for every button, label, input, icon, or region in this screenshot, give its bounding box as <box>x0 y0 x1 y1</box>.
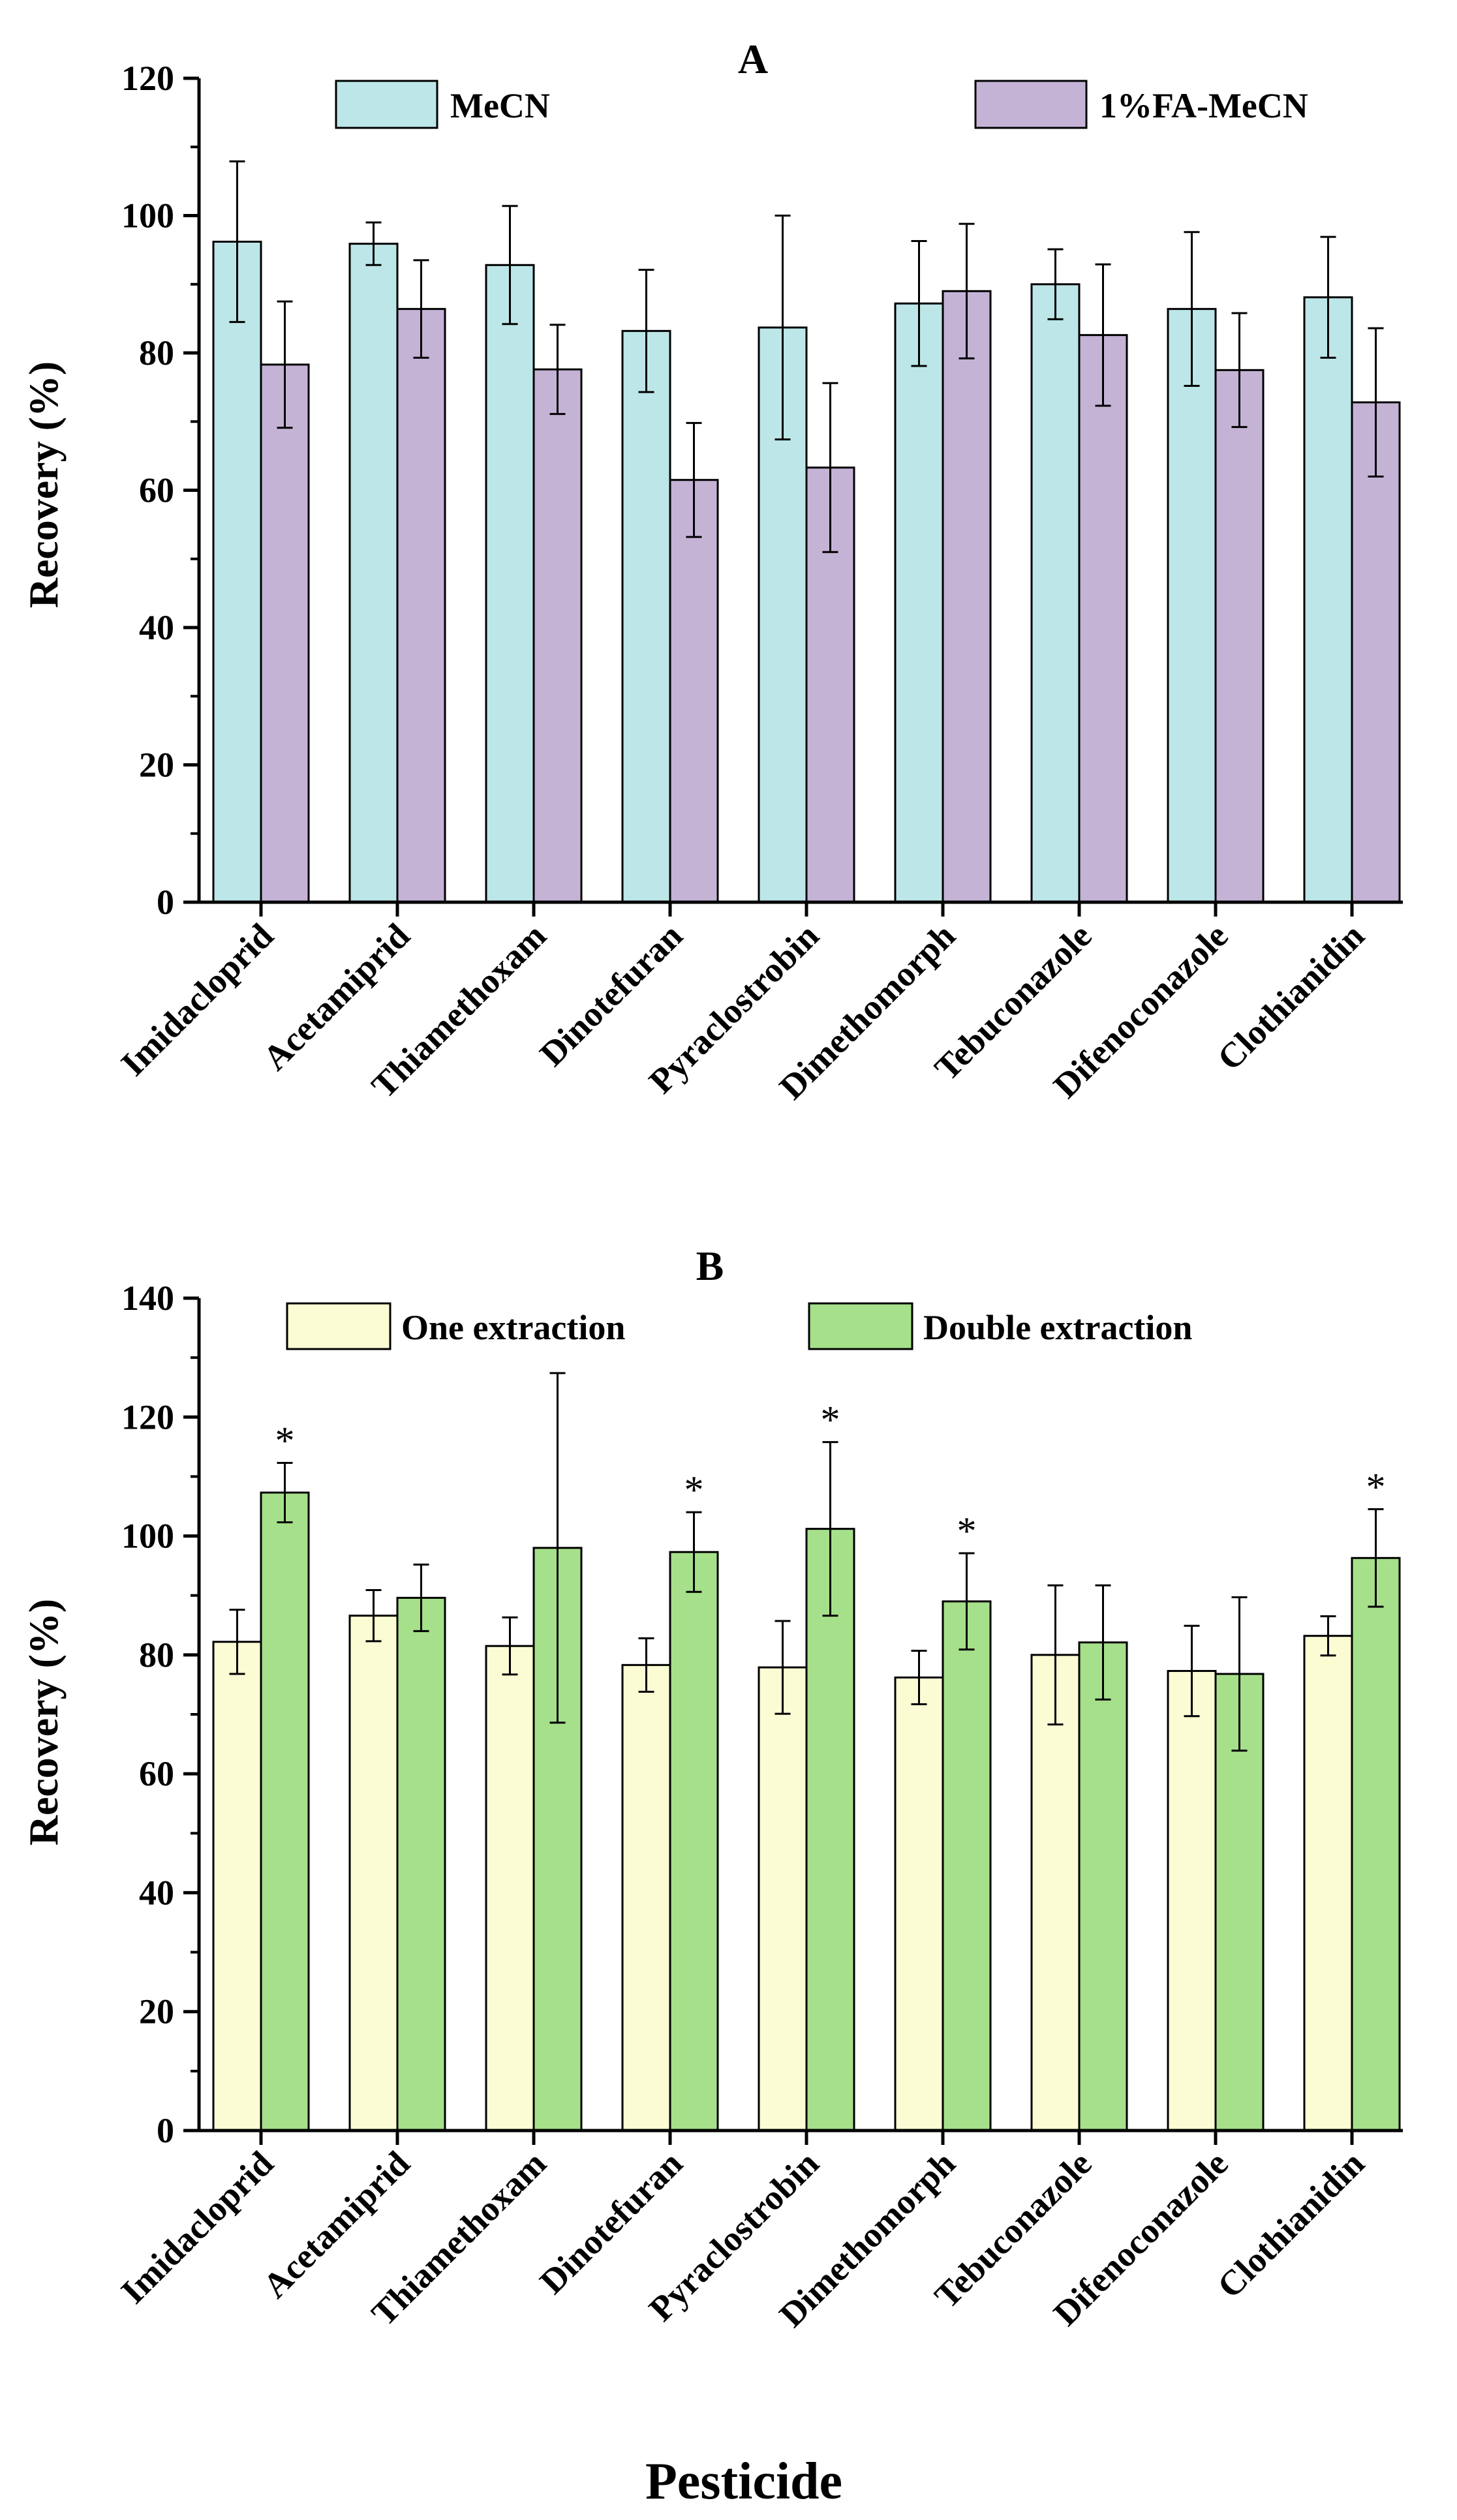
legend-label-one-extraction: One extraction <box>401 1308 625 1347</box>
significance-marker-dinotefuran: * <box>684 1468 704 1511</box>
y-tick-label: 60 <box>139 471 174 510</box>
bar-1-fa-mecn-thiamethoxam <box>532 368 583 903</box>
bar-mecn-clothianidin <box>1303 296 1353 903</box>
panel-b-chart: B Recovery (%) ***** 020406080100120140 … <box>20 1243 1403 2335</box>
y-tick-label: 80 <box>139 333 174 372</box>
x-category-label-imidacloprid: Imidacloprid <box>114 2144 281 2311</box>
bar-double-extraction-dinotefuran <box>669 1551 719 2132</box>
bar-one-extraction-imidacloprid <box>212 1641 262 2132</box>
y-tick-label: 20 <box>139 746 174 785</box>
bar-one-extraction-difenoconazole <box>1167 1669 1217 2132</box>
significance-marker-imidacloprid: * <box>275 1419 295 1462</box>
bar-double-extraction-acetamiprid <box>396 1596 446 2132</box>
y-tick-label: 100 <box>121 1517 174 1556</box>
bar-double-extraction-tebuconazole <box>1078 1641 1128 2132</box>
bar-one-extraction-pyraclostrobin <box>758 1666 808 2132</box>
y-tick-label: 120 <box>121 1397 174 1436</box>
legend-swatch-fa-mecn <box>974 80 1088 129</box>
y-tick-label: 100 <box>121 196 174 235</box>
panel-a-y-axis-title: Recovery (%) <box>20 361 67 608</box>
bar-one-extraction-tebuconazole <box>1030 1654 1081 2132</box>
bar-mecn-difenoconazole <box>1167 308 1217 903</box>
bar-one-extraction-acetamiprid <box>348 1615 399 2132</box>
bar-1-fa-mecn-difenoconazole <box>1214 369 1265 903</box>
bar-double-extraction-pyraclostrobin <box>805 1528 855 2132</box>
bar-mecn-acetamiprid <box>348 243 399 903</box>
legend-label-fa-mecn: 1%FA-MeCN <box>1099 86 1308 125</box>
bar-double-extraction-clothianidin <box>1351 1556 1401 2132</box>
bar-1-fa-mecn-tebuconazole <box>1078 334 1128 903</box>
bar-one-extraction-dimethomorph <box>894 1676 944 2132</box>
bar-double-extraction-imidacloprid <box>260 1491 310 2132</box>
y-tick-label: 0 <box>157 883 174 922</box>
panel-b-y-axis-title: Recovery (%) <box>20 1599 67 1845</box>
bar-1-fa-mecn-dimethomorph <box>942 290 992 903</box>
legend-swatch-one-extraction <box>286 1302 391 1350</box>
bar-one-extraction-thiamethoxam <box>485 1645 535 2132</box>
y-tick-label: 80 <box>139 1635 174 1675</box>
legend-label-double-extraction: Double extraction <box>923 1308 1192 1347</box>
bar-1-fa-mecn-imidacloprid <box>260 363 310 903</box>
panel-a-chart: A Recovery (%) 0 20 40 60 80 100 120 Imidaclop… <box>20 36 1403 1107</box>
bar-mecn-dinotefuran <box>621 329 671 903</box>
y-tick-label: 60 <box>139 1754 174 1793</box>
significance-marker-clothianidin: * <box>1366 1466 1386 1509</box>
x-axis-title: Pesticide <box>645 2453 842 2510</box>
bar-double-extraction-dimethomorph <box>942 1600 992 2132</box>
bar-mecn-imidacloprid <box>212 240 262 903</box>
y-tick-label: 120 <box>121 59 174 98</box>
panel-b-letter: B <box>696 1243 724 1289</box>
bar-one-extraction-dinotefuran <box>621 1663 671 2132</box>
bar-1-fa-mecn-dinotefuran <box>669 479 719 903</box>
y-tick-label: 40 <box>139 1873 174 1912</box>
panel-a-letter: A <box>738 36 768 82</box>
y-tick-label: 20 <box>139 1992 174 2031</box>
bar-1-fa-mecn-acetamiprid <box>396 308 446 903</box>
x-category-label-clothianidin: Clothianidin <box>1210 916 1372 1078</box>
x-category-label-clothianidin: Clothianidin <box>1210 2144 1372 2305</box>
significance-marker-dimethomorph: * <box>957 1510 977 1553</box>
significance-marker-pyraclostrobin: * <box>821 1399 840 1442</box>
bar-mecn-dimethomorph <box>894 302 944 903</box>
legend-label-mecn: MeCN <box>450 86 550 125</box>
y-tick-label: 0 <box>157 2111 174 2150</box>
bar-mecn-tebuconazole <box>1030 283 1081 903</box>
bar-one-extraction-clothianidin <box>1303 1635 1353 2132</box>
panel-a-legend: MeCN 1%FA-MeCN <box>335 80 1308 129</box>
y-tick-label: 140 <box>121 1279 174 1318</box>
legend-swatch-mecn <box>335 80 438 129</box>
x-category-label-imidacloprid: Imidacloprid <box>114 916 281 1084</box>
y-tick-label: 40 <box>139 608 174 647</box>
panel-b-legend: One extraction Double extraction <box>286 1302 1192 1350</box>
legend-swatch-double-extraction <box>808 1302 913 1350</box>
bar-mecn-thiamethoxam <box>485 264 535 903</box>
